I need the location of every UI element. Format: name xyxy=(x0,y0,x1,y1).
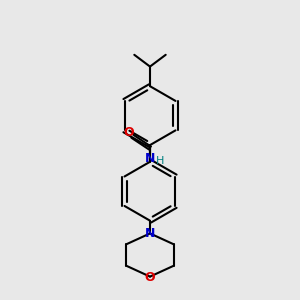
Text: O: O xyxy=(145,271,155,284)
Text: N: N xyxy=(145,152,155,165)
Text: H: H xyxy=(156,156,164,166)
Text: N: N xyxy=(145,227,155,240)
Text: O: O xyxy=(123,126,134,139)
